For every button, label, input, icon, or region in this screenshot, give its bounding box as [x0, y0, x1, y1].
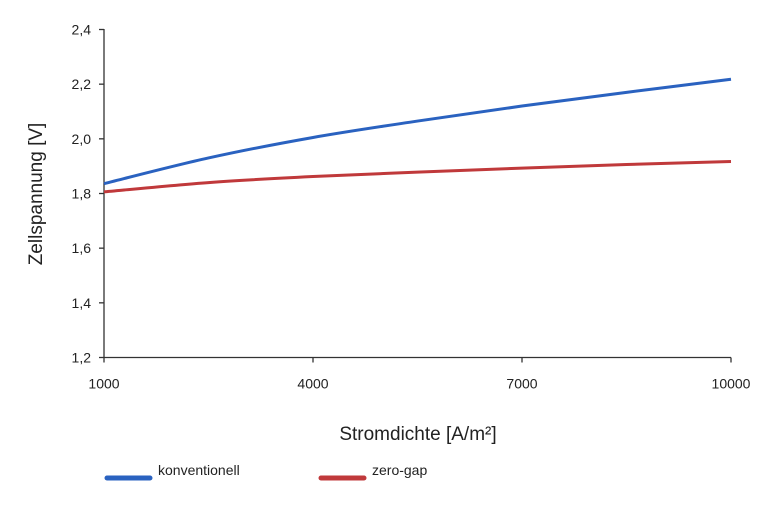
legend-label-zero-gap: zero-gap — [372, 462, 427, 478]
legend: konventionell zero-gap — [104, 462, 427, 481]
legend-label-konventionell: konventionell — [158, 462, 240, 478]
y-tick-label: 2,4 — [72, 22, 92, 38]
series-line-zero-gap — [103, 160, 732, 194]
y-axis-label: Zellspannung [V] — [26, 123, 47, 266]
y-tick-label: 1,6 — [72, 240, 92, 256]
y-tick-label: 2,2 — [72, 76, 92, 92]
x-tick-label: 1000 — [88, 376, 119, 392]
y-tick-label: 1,8 — [72, 186, 92, 202]
x-axis-label: Stromdichte [A/m²] — [339, 424, 496, 445]
x-tick-label: 4000 — [297, 376, 328, 392]
x-tick-label: 7000 — [506, 376, 537, 392]
y-tick-label: 2,0 — [72, 131, 92, 147]
x-tick-label: 10000 — [712, 376, 751, 392]
axes — [103, 29, 731, 359]
series-line-konventionell — [103, 77, 732, 186]
y-tick-label: 1,2 — [72, 350, 92, 366]
y-tick-label: 1,4 — [72, 295, 92, 311]
